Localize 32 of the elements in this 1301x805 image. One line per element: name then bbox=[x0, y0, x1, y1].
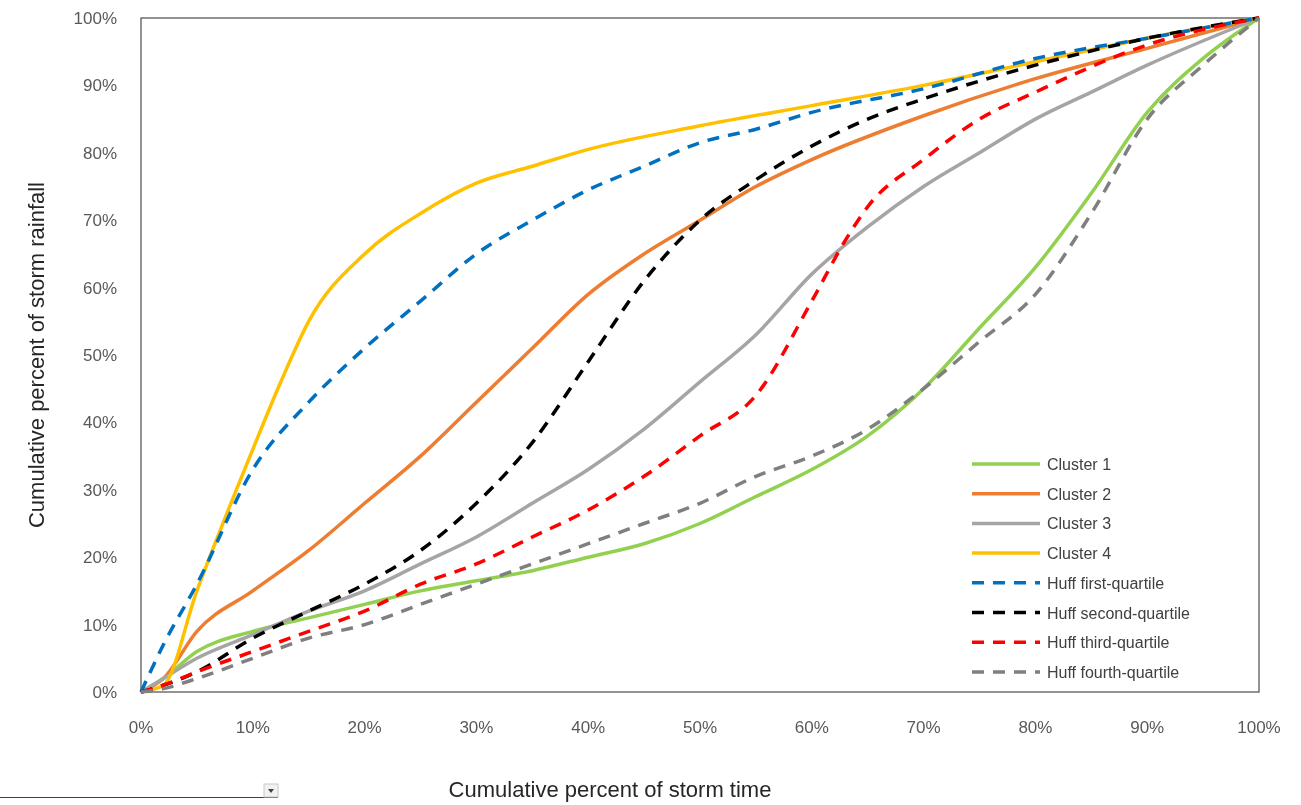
x-tick-label: 20% bbox=[347, 718, 382, 737]
y-tick-label: 90% bbox=[82, 76, 117, 96]
x-tick-label: 80% bbox=[1018, 718, 1053, 737]
x-tick-label: 30% bbox=[459, 718, 494, 737]
legend-label: Cluster 4 bbox=[1047, 545, 1112, 563]
legend-label: Cluster 1 bbox=[1047, 456, 1112, 473]
x-tick-label: 0% bbox=[128, 718, 154, 737]
legend-label: Huff second-quartile bbox=[1047, 604, 1190, 622]
y-tick-label: 80% bbox=[82, 143, 117, 163]
legend-label: Huff first-quartile bbox=[1047, 574, 1165, 592]
y-tick-label: 0% bbox=[92, 683, 117, 702]
y-tick-label: 30% bbox=[82, 480, 117, 500]
y-tick-label: 100% bbox=[73, 9, 117, 28]
x-tick-label: 70% bbox=[906, 718, 941, 737]
x-axis-title: Cumulative percent of storm time bbox=[448, 777, 772, 802]
x-tick-label: 40% bbox=[571, 718, 606, 737]
y-tick-label: 40% bbox=[82, 413, 117, 433]
x-tick-label: 10% bbox=[235, 718, 270, 737]
x-tick-label: 50% bbox=[682, 718, 718, 737]
y-tick-label: 20% bbox=[82, 548, 117, 568]
legend-label: Cluster 3 bbox=[1047, 515, 1112, 533]
legend-label: Cluster 2 bbox=[1047, 485, 1112, 503]
y-tick-label: 10% bbox=[82, 615, 117, 635]
y-axis-title: Cumulative percent of storm rainfall bbox=[24, 181, 49, 529]
y-tick-label: 50% bbox=[82, 346, 117, 365]
x-tick-label: 90% bbox=[1130, 718, 1165, 737]
legend-label: Huff third-quartile bbox=[1047, 634, 1170, 652]
x-tick-label: 100% bbox=[1237, 718, 1281, 737]
legend-label: Huff fourth-quartile bbox=[1047, 663, 1180, 681]
y-tick-label: 60% bbox=[82, 278, 117, 298]
y-tick-label: 70% bbox=[82, 211, 117, 231]
x-tick-label: 60% bbox=[794, 718, 829, 737]
